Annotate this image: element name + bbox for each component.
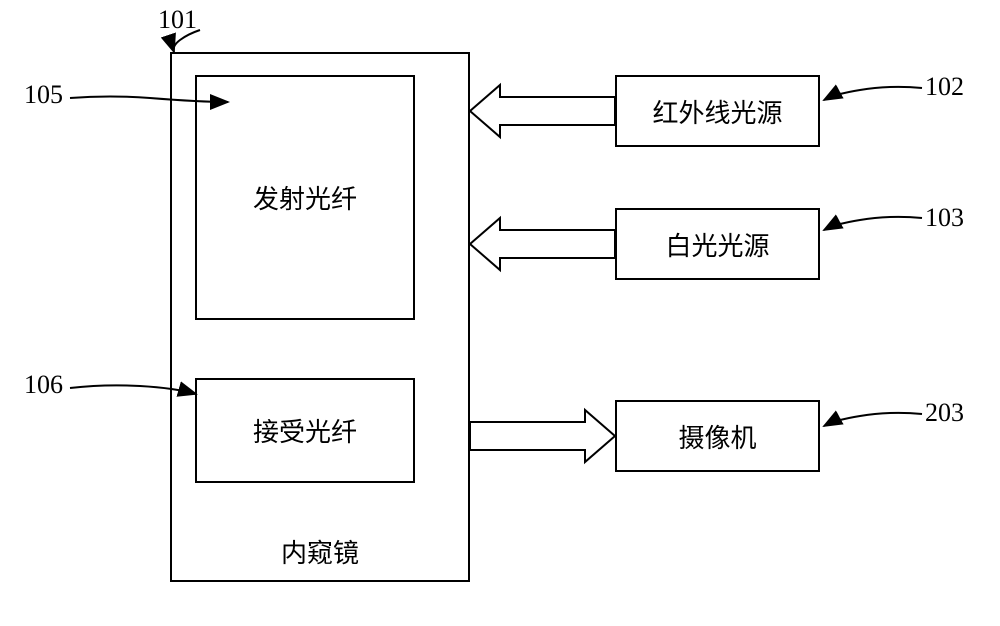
block-arrow-white [470, 218, 615, 270]
svg-overlay [0, 0, 1000, 626]
ref-106: 106 [24, 370, 63, 400]
white-source-box: 白光光源 [615, 208, 820, 280]
block-arrow-camera [470, 410, 615, 462]
ref-103: 103 [925, 203, 964, 233]
ir-source-box: 红外线光源 [615, 75, 820, 147]
ref-102: 102 [925, 72, 964, 102]
camera-label: 摄像机 [678, 418, 756, 455]
receive-fiber-box: 接受光纤 [195, 378, 415, 483]
receive-fiber-label: 接受光纤 [253, 412, 357, 449]
emit-fiber-label: 发射光纤 [253, 179, 357, 216]
leader-203-path [824, 413, 922, 426]
emit-fiber-box: 发射光纤 [195, 75, 415, 320]
white-source-label: 白光光源 [665, 226, 769, 263]
endoscope-label: 内窥镜 [172, 533, 468, 570]
camera-box: 摄像机 [615, 400, 820, 472]
leader-103-path [824, 217, 922, 230]
ref-203: 203 [925, 398, 964, 428]
ir-source-label: 红外线光源 [652, 93, 782, 130]
block-arrow-ir [470, 85, 615, 137]
diagram-canvas: 内窥镜 发射光纤 接受光纤 红外线光源 白光光源 摄像机 101 105 106… [0, 0, 1000, 626]
ref-105: 105 [24, 80, 63, 110]
ref-101: 101 [158, 5, 197, 35]
leader-102-path [824, 87, 922, 100]
